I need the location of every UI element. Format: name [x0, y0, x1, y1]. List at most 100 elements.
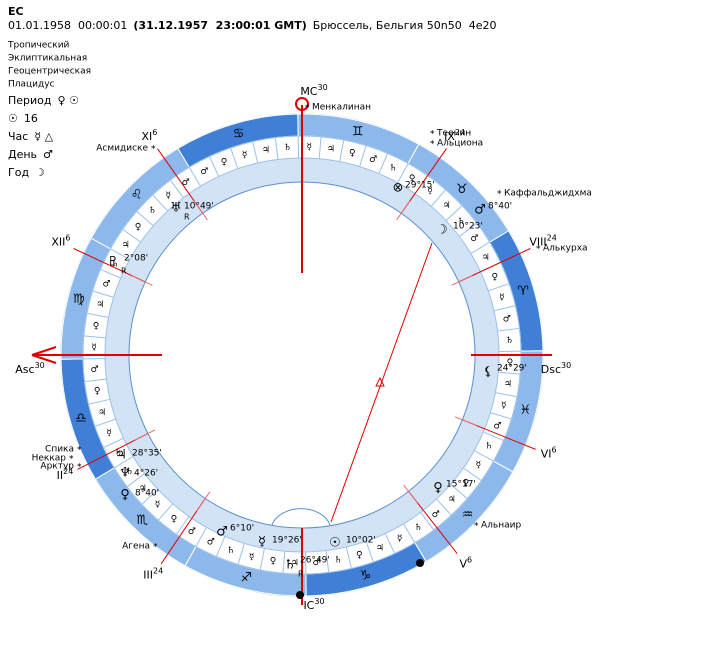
term-glyph: ♃ — [327, 145, 335, 155]
house-cusp-inner — [396, 200, 411, 221]
star-marker: * — [305, 104, 310, 114]
mc-symbol — [295, 97, 309, 111]
planet-glyph: ♅ — [170, 201, 182, 216]
term-glyph: ♂ — [312, 558, 320, 568]
term-divider — [259, 548, 265, 571]
retro-mark: R — [298, 570, 304, 579]
place: Брюссель, Бельгия 50n50 4e20 — [313, 19, 497, 32]
wheel: ♂♀☿ ♃ ♄ ☿ ♃ ♀♂♄♀☿♃♄♂♃♀☿♂♄♀♃☿♂♄☿♀♃♂♄☿♃♀♄♂♃♀☿♄♂… — [15, 83, 592, 613]
term-divider — [274, 137, 279, 160]
term-divider — [141, 488, 159, 505]
term-divider — [282, 551, 286, 574]
sign-glyph: ♏ — [136, 513, 148, 528]
term-glyph: ♀ — [356, 550, 363, 560]
house-label: XII6 — [51, 233, 70, 249]
ruler-label: День — [8, 148, 37, 161]
house-degree: 6 — [152, 128, 157, 137]
term-glyph: ♃ — [139, 484, 147, 494]
term-glyph: ♀ — [93, 322, 100, 332]
term-divider — [230, 147, 239, 169]
term-glyph: ☿ — [397, 534, 403, 544]
term-glyph: ♃ — [98, 408, 106, 418]
term-glyph: ♂ — [90, 365, 98, 375]
star-marker: * — [153, 543, 158, 553]
planet-position: 10°02' — [346, 536, 376, 546]
star-marker: * — [77, 463, 82, 473]
aspect-triangle — [375, 376, 385, 387]
term-divider — [463, 467, 482, 482]
term-divider — [378, 153, 389, 174]
star-name: Агена — [122, 542, 150, 552]
setting: Тропический — [7, 41, 70, 51]
planet-position: 10°23' — [453, 222, 483, 232]
term-glyph: ♂ — [503, 314, 511, 324]
angle-name: IC — [303, 599, 314, 612]
term-divider — [495, 392, 518, 398]
term-glyph: ♄ — [389, 164, 397, 174]
angle-degree: 30 — [561, 361, 571, 370]
term-glyph: ♂ — [182, 178, 190, 188]
term-divider — [122, 228, 141, 243]
planet-glyph: ♄ — [284, 558, 296, 573]
term-divider — [365, 541, 374, 563]
term-divider — [325, 550, 330, 573]
planet-glyph: ♀ — [433, 481, 443, 496]
term-glyph: ♃ — [122, 240, 130, 250]
house-degree: 6 — [65, 233, 70, 242]
angle-name: Dsc — [541, 363, 561, 376]
planet-glyph: ♃ — [115, 448, 127, 463]
term-glyph: ☿ — [242, 151, 248, 161]
term-divider — [195, 527, 207, 547]
term-divider — [493, 305, 516, 312]
star-marker: * — [430, 140, 435, 150]
term-divider — [420, 512, 435, 531]
term-divider — [103, 437, 124, 449]
term-divider — [84, 378, 107, 383]
planet-glyph: ♀ — [120, 488, 130, 503]
angle-degree: 30 — [35, 361, 45, 370]
term-glyph: ♀ — [94, 387, 101, 397]
term-glyph: ♄ — [505, 336, 513, 346]
term-glyph: ♀ — [409, 174, 416, 184]
house-number: VI — [541, 448, 552, 461]
house-number: II — [57, 469, 64, 482]
term-divider — [403, 523, 416, 543]
term-divider — [445, 205, 463, 222]
term-glyph: ♄ — [457, 217, 465, 227]
term-divider — [175, 516, 190, 535]
date: 01.01.1958 00:00:01 — [8, 19, 127, 32]
planet-position: 19°26' — [272, 536, 302, 546]
term-glyph: ♂ — [103, 279, 111, 289]
house-cusp-inner — [196, 491, 211, 512]
term-divider — [470, 241, 490, 254]
title: ЕС — [8, 5, 24, 18]
house-label: XI6 — [141, 128, 157, 144]
star-marker: * — [430, 130, 435, 140]
ruler-label: Год — [8, 166, 29, 179]
term-divider — [152, 194, 169, 212]
term-divider — [126, 473, 145, 488]
term-glyph: ♀ — [463, 479, 470, 489]
house-degree: 6 — [467, 555, 472, 564]
term-glyph: ♃ — [442, 201, 450, 211]
planet-position: 28°35' — [132, 449, 162, 459]
term-divider — [459, 222, 478, 237]
star-name: Альциона — [437, 139, 483, 149]
ruler-label: ☉ — [8, 112, 18, 125]
term-glyph: ♄ — [148, 206, 156, 216]
sign-glyph: ♎ — [75, 411, 87, 426]
term-glyph: ♃ — [448, 495, 456, 505]
house-cusp-inner — [134, 429, 156, 441]
house-cusp-inner — [451, 275, 473, 286]
term-divider — [92, 290, 114, 298]
ruler-value: ☿ △ — [34, 130, 53, 143]
term-glyph: ♀ — [171, 514, 178, 524]
aspect-line — [330, 242, 433, 523]
house-cusp-inner — [193, 200, 208, 221]
term-divider — [339, 139, 345, 162]
term-divider — [136, 210, 154, 227]
ruler-row: ☉ 16 — [8, 112, 38, 125]
planet-position: 10°49' — [184, 202, 214, 212]
header-line: 01.01.1958 00:00:01 (31.12.1957 23:00:01 … — [8, 19, 497, 32]
term-divider — [483, 431, 504, 442]
